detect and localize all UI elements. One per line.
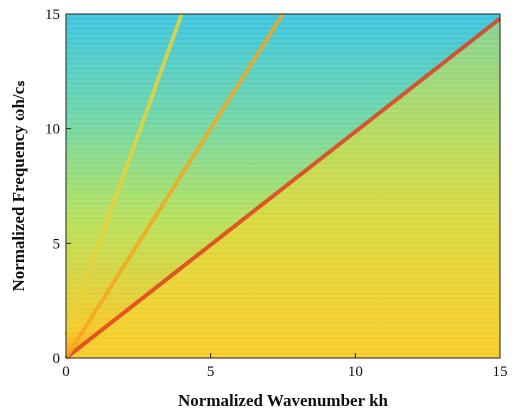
ridge xyxy=(64,13,184,336)
ridge xyxy=(64,12,285,360)
x-axis-label: Normalized Wavenumber kh xyxy=(178,391,389,410)
ridge xyxy=(64,17,502,360)
y-tick-label: 15 xyxy=(45,7,60,23)
y-axis-label: Normalized Frequency ωh/cₛ xyxy=(9,80,28,291)
x-tick-label: 0 xyxy=(62,364,70,380)
y-tick-label: 10 xyxy=(45,122,60,138)
y-tick-label: 0 xyxy=(53,351,61,367)
plot-frame xyxy=(65,13,501,359)
y-tick-label: 5 xyxy=(53,236,61,252)
x-tick-label: 5 xyxy=(207,364,215,380)
x-tick-label: 10 xyxy=(348,364,363,380)
x-tick-label: 15 xyxy=(493,364,508,380)
